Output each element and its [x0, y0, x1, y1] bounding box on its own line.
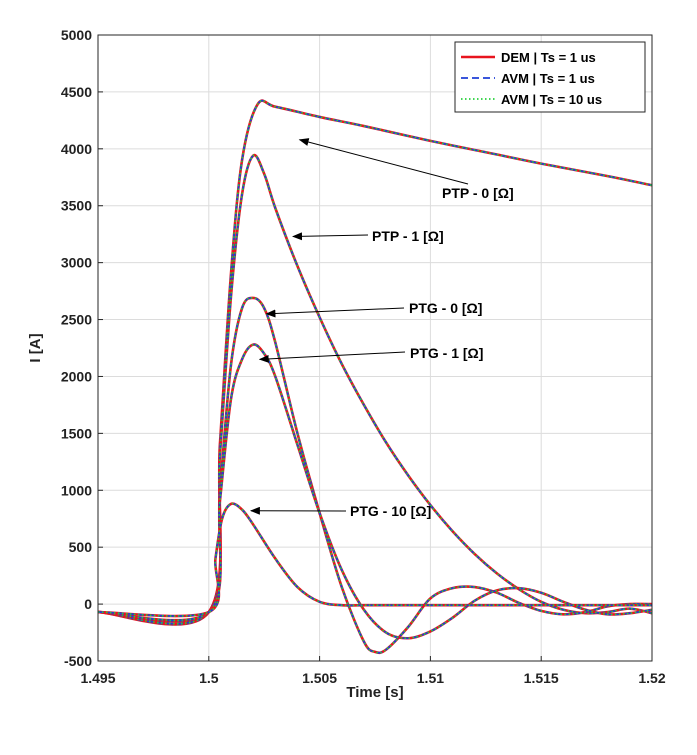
annotations: PTP - 0 [Ω] PTP - 1 [Ω] PTG - 0 [Ω] PTG - 1…	[249, 138, 514, 519]
annotation-label: PTG - 10 [Ω]	[350, 503, 431, 519]
series-3-avm10-line	[97, 297, 653, 654]
annotation-arrow	[292, 232, 369, 241]
x-tick-label: 1.51	[417, 670, 444, 686]
annotation-1: PTP - 0 [Ω]	[298, 138, 514, 201]
gridlines	[97, 34, 653, 662]
y-tick-label: 0	[84, 596, 92, 612]
annotation-arrow	[258, 351, 406, 363]
annotation-5: PTG - 10 [Ω]	[249, 503, 431, 519]
x-axis-ticks: 1.495 1.5 1.505 1.51 1.515 1.52	[80, 656, 666, 686]
x-tick-label: 1.505	[302, 670, 337, 686]
series-3-avm1-line	[97, 297, 653, 654]
x-axis-label: Time [s]	[346, 684, 403, 701]
x-tick-label: 1.515	[524, 670, 559, 686]
series-2-avm1-line	[97, 154, 653, 625]
y-tick-label: 1000	[61, 482, 92, 498]
y-tick-label: 3500	[61, 198, 92, 214]
y-tick-label: 3000	[61, 255, 92, 271]
series-3	[97, 296, 653, 655]
series-4-avm1-line	[97, 343, 653, 640]
plot-area	[98, 35, 652, 661]
y-tick-label: 2000	[61, 368, 92, 384]
y-tick-label: 4500	[61, 84, 92, 100]
annotation-label: PTP - 0 [Ω]	[442, 185, 514, 201]
legend: DEM | Ts = 1 us AVM | Ts = 1 us AVM | Ts =…	[454, 41, 646, 113]
series-4-avm10-line	[97, 343, 653, 640]
annotation-4: PTG - 1 [Ω]	[258, 345, 483, 363]
annotation-label: PTG - 1 [Ω]	[410, 345, 483, 361]
legend-box	[454, 41, 646, 113]
x-tick-label: 1.52	[638, 670, 665, 686]
plot-frame	[97, 34, 653, 662]
series-5	[97, 502, 652, 618]
y-tick-label: 1500	[61, 425, 92, 441]
series-1-avm1-line	[97, 99, 653, 626]
y-axis-ticks: -500 0 500 1000 1500 2000 2500 3000 3500 4000 4500…	[61, 27, 103, 669]
x-tick-label: 1.495	[80, 670, 115, 686]
legend-label: DEM | Ts = 1 us	[501, 50, 596, 65]
annotation-arrow	[298, 138, 469, 185]
annotation-arrow	[265, 307, 405, 318]
legend-label: AVM | Ts = 1 us	[501, 71, 595, 86]
series-2	[97, 153, 653, 625]
y-tick-label: 500	[69, 539, 93, 555]
annotation-2: PTP - 1 [Ω]	[292, 228, 444, 244]
annotation-3: PTG - 0 [Ω]	[265, 300, 482, 318]
annotation-label: PTG - 0 [Ω]	[409, 300, 482, 316]
annotation-label: PTP - 1 [Ω]	[372, 228, 444, 244]
series-4	[97, 343, 653, 640]
y-axis-label: I [A]	[27, 333, 44, 362]
x-tick-label: 1.5	[199, 670, 219, 686]
legend-label: AVM | Ts = 10 us	[501, 92, 602, 107]
y-tick-label: 4000	[61, 141, 92, 157]
y-tick-label: 2500	[61, 312, 92, 328]
y-tick-label: -500	[64, 653, 92, 669]
y-tick-label: 5000	[61, 27, 92, 43]
series-5-avm1-line	[97, 502, 652, 617]
series-lines	[97, 99, 653, 655]
